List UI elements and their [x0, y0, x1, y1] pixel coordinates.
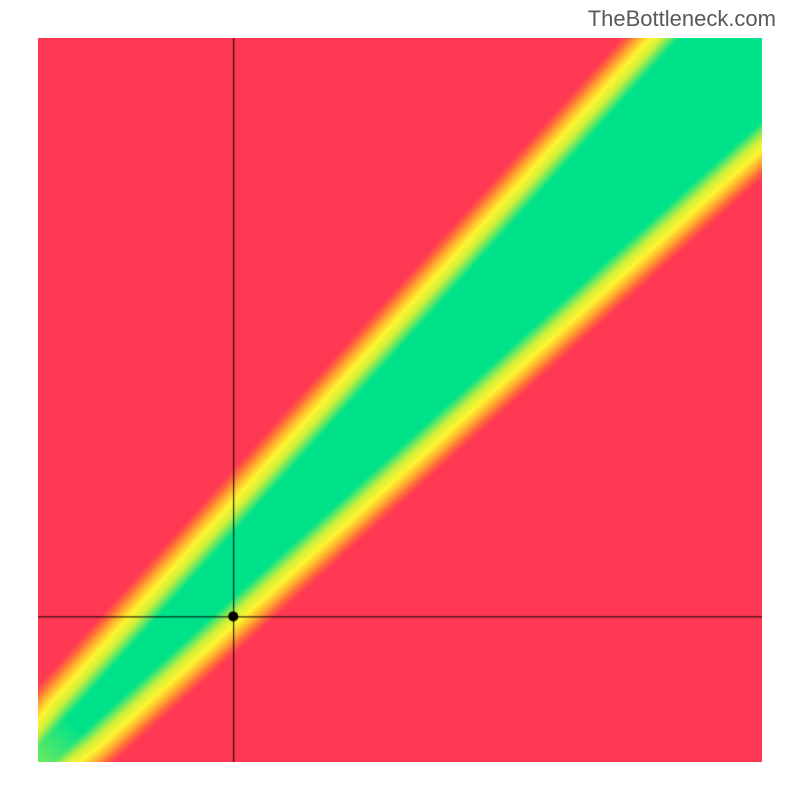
- chart-container: TheBottleneck.com: [0, 0, 800, 800]
- watermark-label: TheBottleneck.com: [588, 6, 776, 32]
- plot-area: [38, 38, 762, 762]
- heatmap-canvas: [38, 38, 762, 762]
